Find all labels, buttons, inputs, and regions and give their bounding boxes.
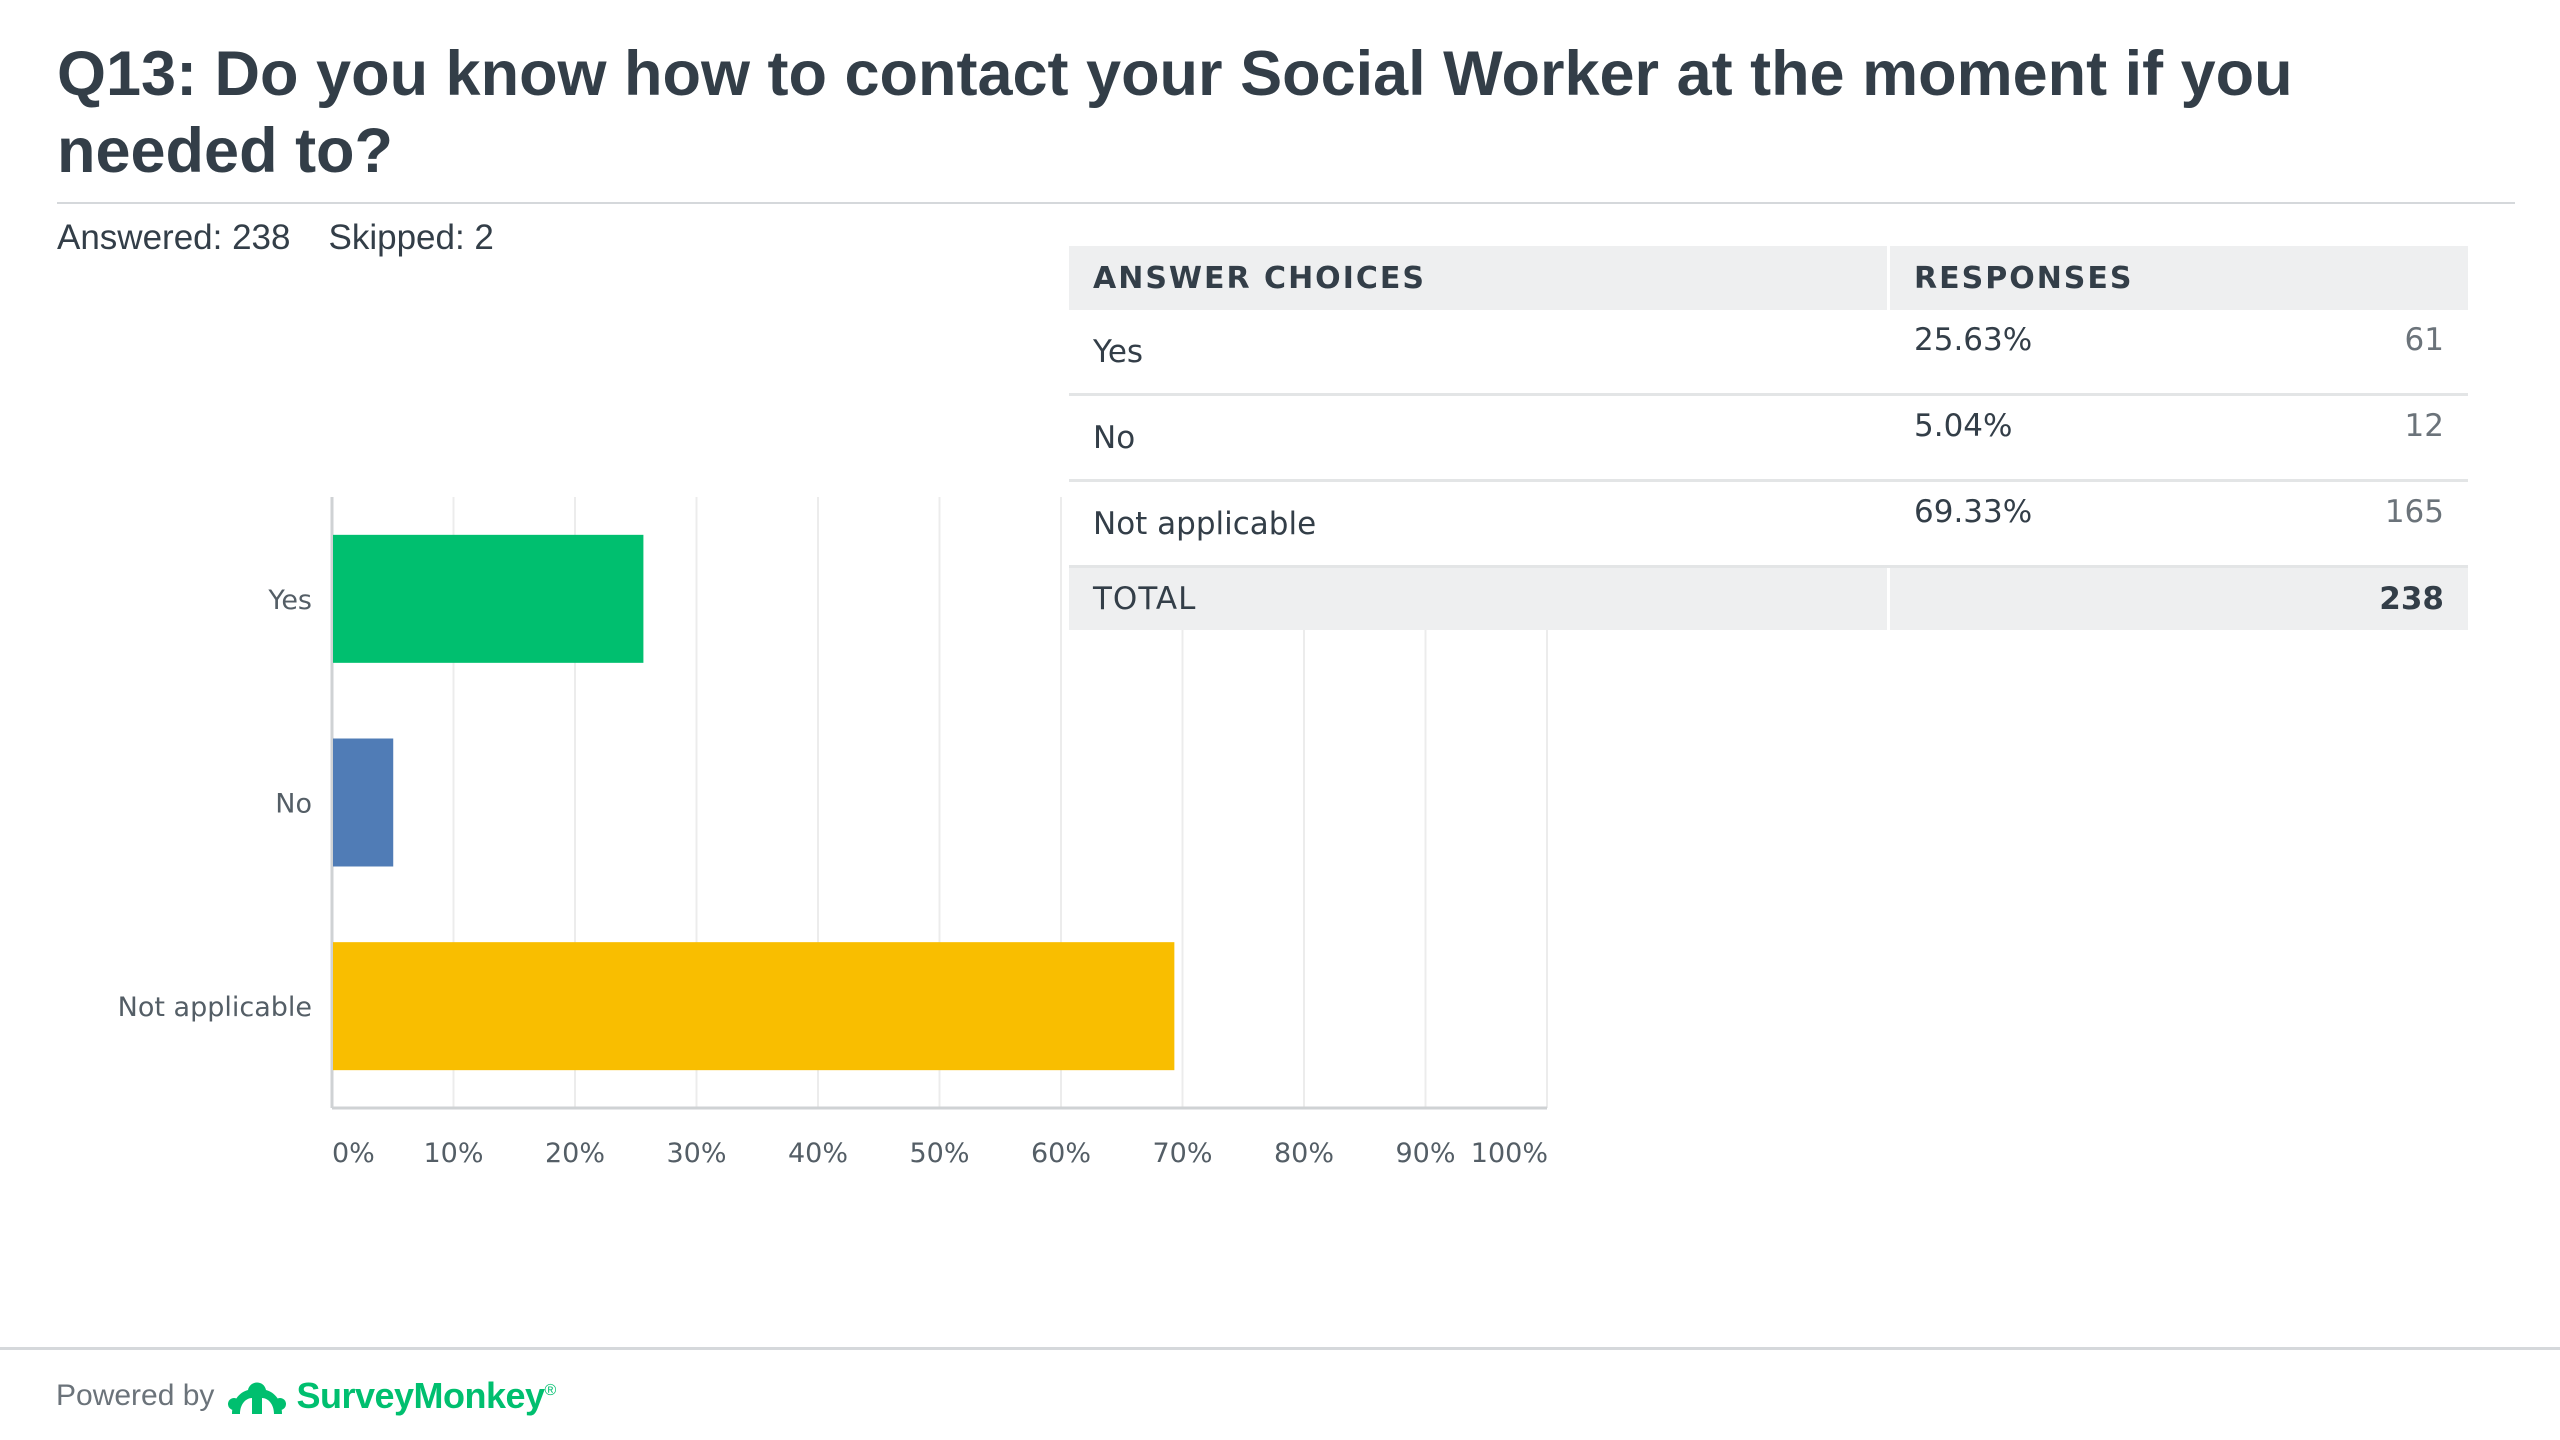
x-tick-label: 60% — [1031, 1138, 1091, 1169]
total-count: 238 — [2235, 566, 2468, 630]
response-count: 61 — [2235, 310, 2468, 396]
x-tick-label: 90% — [1395, 1138, 1455, 1169]
x-tick-label: 20% — [545, 1138, 605, 1169]
brand-registered-mark: ® — [544, 1382, 557, 1399]
response-count: 165 — [2235, 480, 2468, 568]
response-count: 12 — [2235, 394, 2468, 482]
response-percent: 69.33% — [1888, 480, 2236, 568]
x-tick-label: 100% — [1471, 1138, 1548, 1169]
response-percent: 5.04% — [1888, 394, 2236, 482]
response-stats: Answered: 238 Skipped: 2 — [57, 218, 494, 258]
table-header-row: ANSWER CHOICES RESPONSES — [1069, 246, 2468, 310]
surveymonkey-brand: SurveyMonkey® — [296, 1375, 557, 1417]
answer-choices-header: ANSWER CHOICES — [1069, 246, 1890, 310]
y-category-label: No — [275, 789, 312, 820]
bar — [333, 534, 644, 663]
answered-count: Answered: 238 — [57, 218, 291, 257]
powered-by-footer: Powered by SurveyMonkey® — [56, 1374, 556, 1418]
total-spacer — [1888, 566, 2236, 630]
responses-table: ANSWER CHOICES RESPONSES Yes 25.63% 61 N… — [1069, 246, 2468, 630]
x-tick-label: 50% — [909, 1138, 969, 1169]
x-tick-label: 10% — [423, 1138, 483, 1169]
surveymonkey-logo-icon — [228, 1382, 287, 1414]
x-tick-label: 70% — [1152, 1138, 1212, 1169]
answer-choice: Not applicable — [1069, 480, 1890, 568]
table-row: Yes 25.63% 61 — [1069, 310, 2468, 396]
answer-choice: Yes — [1069, 310, 1890, 396]
total-label: TOTAL — [1069, 566, 1890, 630]
y-category-label: Yes — [267, 585, 312, 616]
table-row: No 5.04% 12 — [1069, 394, 2468, 482]
x-tick-label: 0% — [332, 1138, 375, 1169]
x-tick-label: 30% — [666, 1138, 726, 1169]
footer-divider — [0, 1347, 2560, 1350]
bar — [333, 738, 394, 867]
table-row: Not applicable 69.33% 165 — [1069, 480, 2468, 568]
brand-name: SurveyMonkey — [296, 1375, 545, 1416]
bar — [333, 942, 1175, 1071]
x-tick-label: 40% — [788, 1138, 848, 1169]
responses-header: RESPONSES — [1888, 246, 2468, 310]
skipped-count: Skipped: 2 — [328, 218, 494, 257]
bar-chart: 0% 10% 20% 30% 40% 50% 60% 70% 80% 90% 100% Yes No No… — [118, 497, 1548, 1169]
question-title: Q13: Do you know how to contact your Soc… — [57, 39, 2293, 186]
x-tick-label: 80% — [1274, 1138, 1334, 1169]
powered-by-label: Powered by — [56, 1379, 215, 1412]
y-category-label: Not applicable — [118, 992, 312, 1023]
response-percent: 25.63% — [1888, 310, 2236, 396]
total-row: TOTAL 238 — [1069, 566, 2468, 630]
title-divider — [57, 202, 2515, 204]
answer-choice: No — [1069, 394, 1890, 482]
